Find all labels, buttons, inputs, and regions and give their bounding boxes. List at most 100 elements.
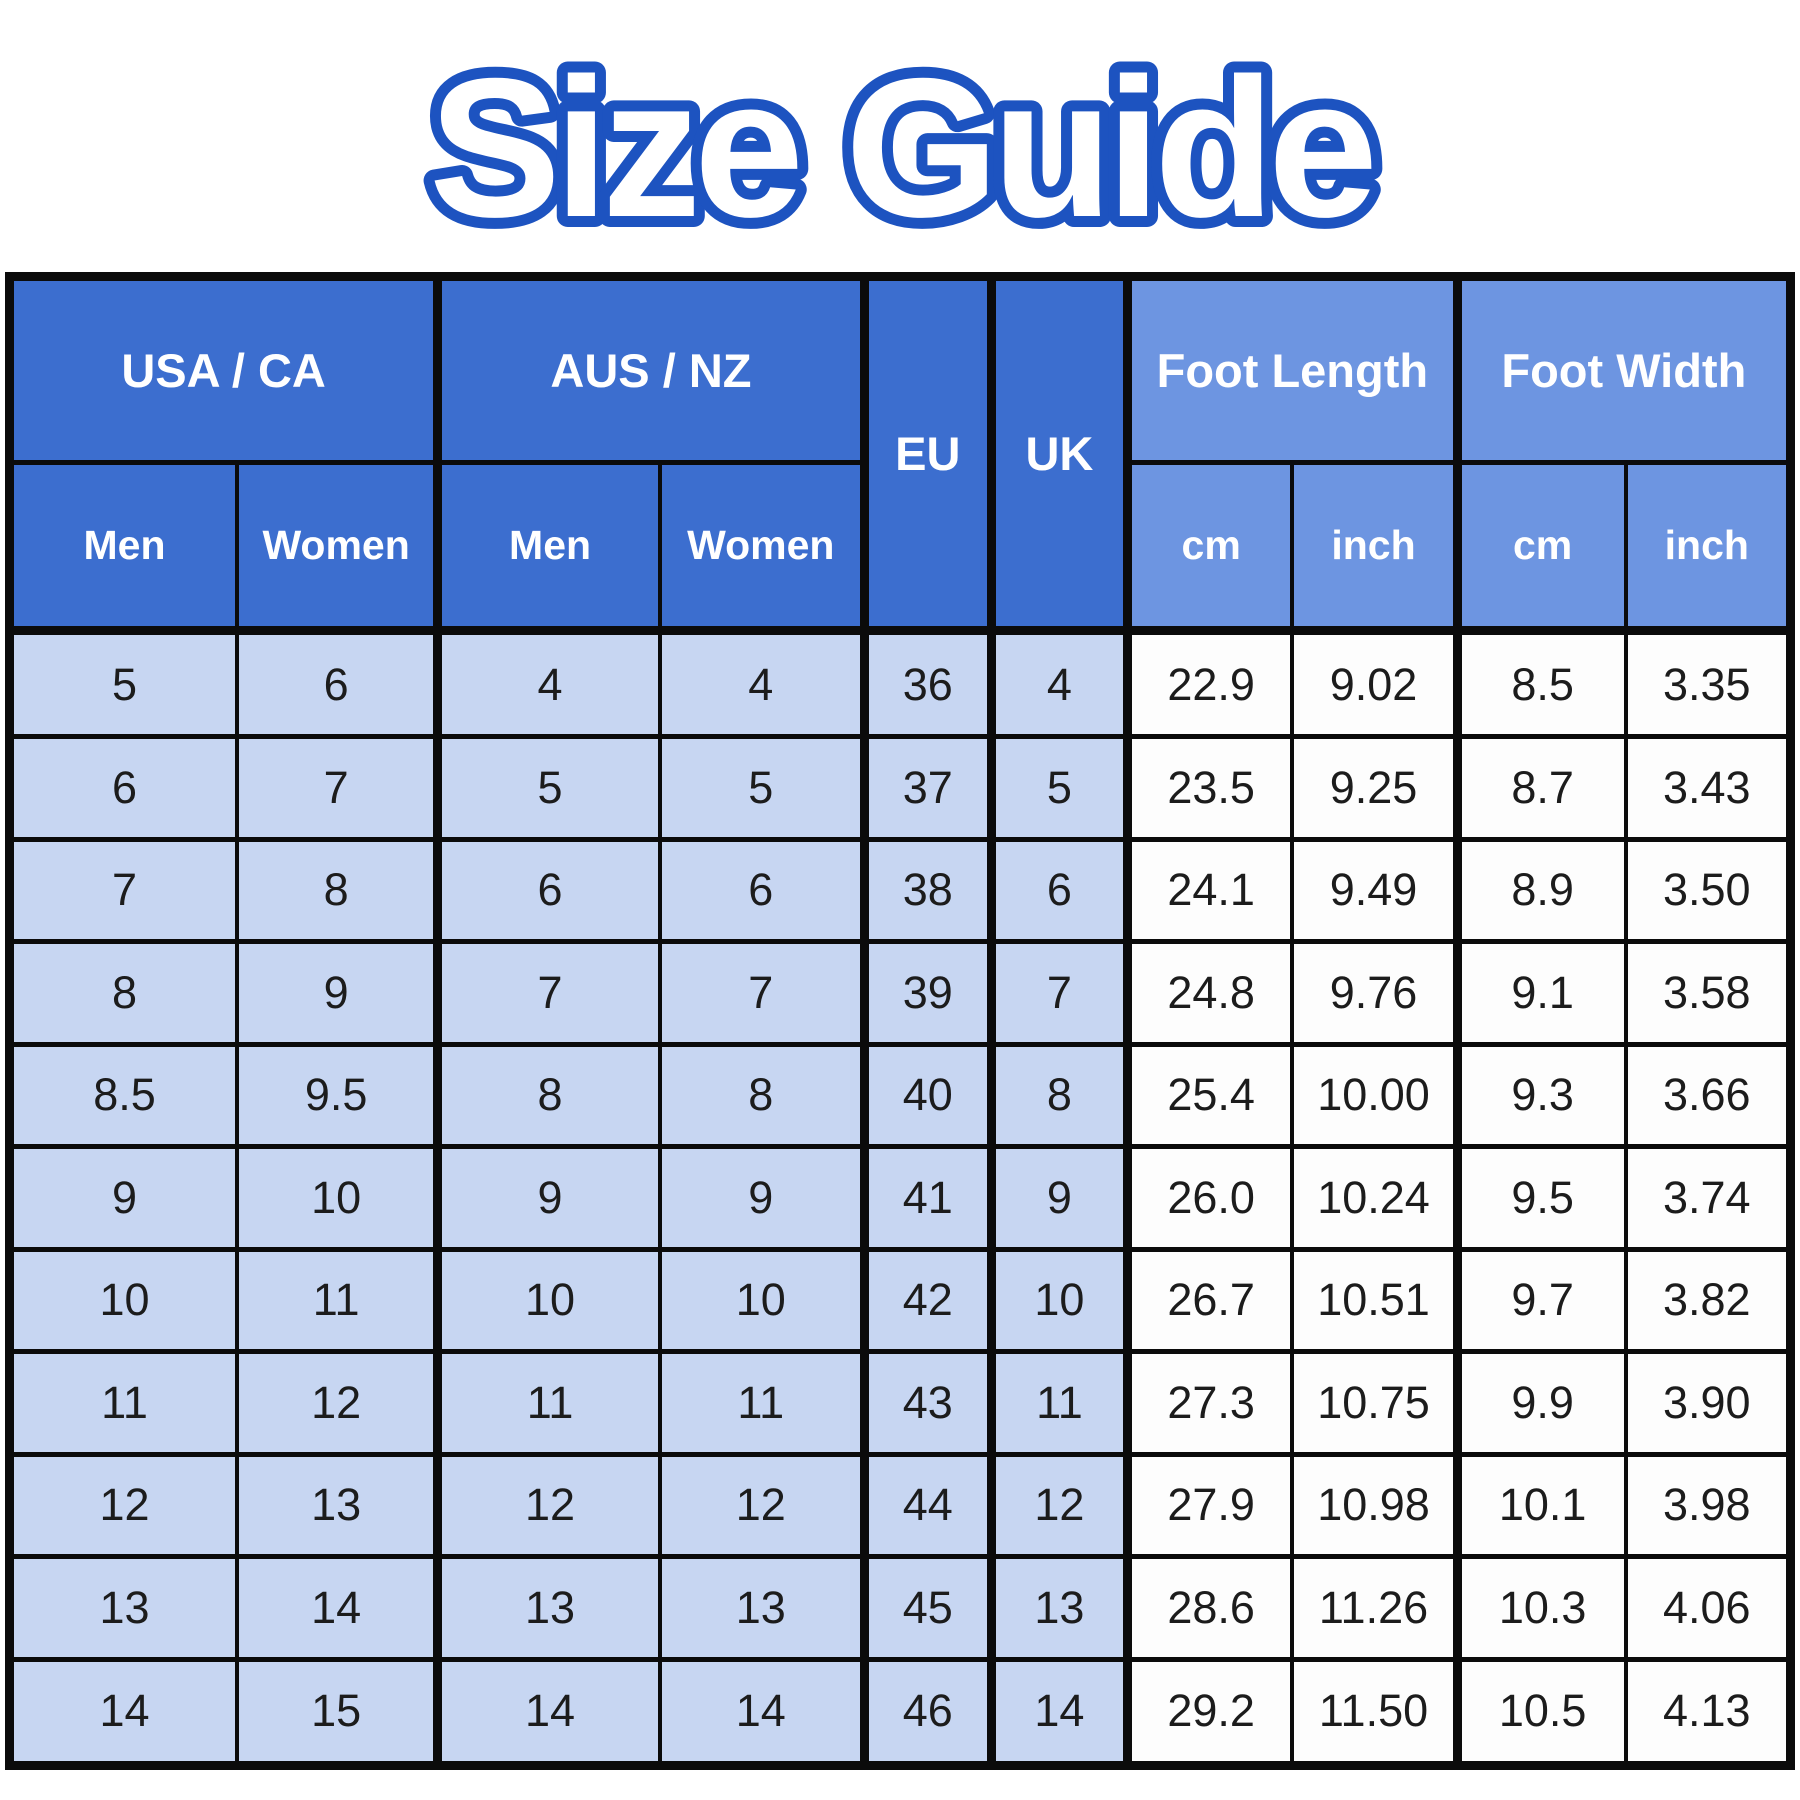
- size-cell: 13: [7, 1554, 240, 1662]
- header-eu: EU: [859, 274, 994, 633]
- size-cell: 10: [235, 1144, 440, 1252]
- size-cell: 4.13: [1623, 1656, 1793, 1769]
- header-sub-row: Men Women Men Women cm inch cm inch: [7, 460, 1793, 633]
- size-cell: 10.3: [1452, 1554, 1628, 1662]
- size-cell: 3.66: [1623, 1041, 1793, 1150]
- size-cell: 5: [986, 734, 1130, 842]
- header-length-cm: cm: [1123, 460, 1295, 633]
- size-cell: 4: [433, 625, 662, 740]
- size-cell: 9.3: [1452, 1041, 1628, 1150]
- size-cell: 8: [7, 939, 240, 1047]
- table-row: 7 8 6 6 38 6 24.1 9.49 8.9 3.50: [7, 836, 1793, 945]
- header-length-inch: inch: [1290, 460, 1460, 633]
- size-cell: 11.26: [1290, 1554, 1460, 1662]
- size-cell: 38: [859, 836, 994, 945]
- size-cell: 23.5: [1123, 734, 1295, 842]
- title-banner: Size Guide: [0, 0, 1800, 272]
- header-group-row: USA / CA AUS / NZ EU UK Foot Length Foot…: [7, 274, 1793, 633]
- size-cell: 3.50: [1623, 836, 1793, 945]
- size-cell: 10.5: [1452, 1656, 1628, 1769]
- size-cell: 9.9: [1452, 1349, 1628, 1457]
- size-cell: 13: [657, 1554, 867, 1662]
- size-cell: 9: [7, 1144, 240, 1252]
- size-cell: 13: [986, 1554, 1130, 1662]
- size-cell: 46: [859, 1656, 994, 1769]
- size-cell: 8.9: [1452, 836, 1628, 945]
- size-cell: 13: [433, 1554, 662, 1662]
- table-row: 13 14 13 13 45 13 28.6 11.26 10.3 4.06: [7, 1554, 1793, 1662]
- size-cell: 12: [235, 1349, 440, 1457]
- size-cell: 26.7: [1123, 1246, 1295, 1355]
- size-cell: 11: [7, 1349, 240, 1457]
- size-cell: 5: [433, 734, 662, 842]
- size-cell: 24.8: [1123, 939, 1295, 1047]
- size-cell: 11: [235, 1246, 440, 1355]
- size-cell: 42: [859, 1246, 994, 1355]
- table-row: 14 15 14 14 46 14 29.2 11.50 10.5 4.13: [7, 1656, 1793, 1769]
- size-cell: 13: [235, 1451, 440, 1560]
- size-cell: 9.5: [235, 1041, 440, 1150]
- size-cell: 10.1: [1452, 1451, 1628, 1560]
- size-cell: 9.49: [1290, 836, 1460, 945]
- size-cell: 3.43: [1623, 734, 1793, 842]
- size-cell: 24.1: [1123, 836, 1295, 945]
- size-cell: 10: [433, 1246, 662, 1355]
- size-cell: 14: [657, 1656, 867, 1769]
- size-cell: 7: [433, 939, 662, 1047]
- size-cell: 15: [235, 1656, 440, 1769]
- size-cell: 9.7: [1452, 1246, 1628, 1355]
- size-cell: 9.25: [1290, 734, 1460, 842]
- table-row: 8 9 7 7 39 7 24.8 9.76 9.1 3.58: [7, 939, 1793, 1047]
- size-cell: 12: [433, 1451, 662, 1560]
- size-cell: 10.51: [1290, 1246, 1460, 1355]
- size-cell: 39: [859, 939, 994, 1047]
- table-row: 5 6 4 4 36 4 22.9 9.02 8.5 3.35: [7, 625, 1793, 740]
- size-cell: 29.2: [1123, 1656, 1295, 1769]
- table-row: 10 11 10 10 42 10 26.7 10.51 9.7 3.82: [7, 1246, 1793, 1355]
- size-cell: 9: [235, 939, 440, 1047]
- size-cell: 10: [986, 1246, 1130, 1355]
- size-cell: 3.74: [1623, 1144, 1793, 1252]
- size-cell: 8: [986, 1041, 1130, 1150]
- size-cell: 9: [986, 1144, 1130, 1252]
- size-cell: 7: [986, 939, 1130, 1047]
- size-cell: 7: [7, 836, 240, 945]
- size-cell: 8: [433, 1041, 662, 1150]
- table-row: 9 10 9 9 41 9 26.0 10.24 9.5 3.74: [7, 1144, 1793, 1252]
- size-cell: 4.06: [1623, 1554, 1793, 1662]
- size-cell: 14: [986, 1656, 1130, 1769]
- size-cell: 10.98: [1290, 1451, 1460, 1560]
- size-cell: 27.3: [1123, 1349, 1295, 1457]
- size-cell: 11: [657, 1349, 867, 1457]
- size-cell: 11.50: [1290, 1656, 1460, 1769]
- size-cell: 6: [986, 836, 1130, 945]
- table-row: 11 12 11 11 43 11 27.3 10.75 9.9 3.90: [7, 1349, 1793, 1457]
- size-cell: 25.4: [1123, 1041, 1295, 1150]
- size-cell: 3.35: [1623, 625, 1793, 740]
- size-cell: 12: [7, 1451, 240, 1560]
- size-cell: 12: [657, 1451, 867, 1560]
- size-cell: 14: [7, 1656, 240, 1769]
- page-title: Size Guide: [429, 37, 1372, 258]
- header-aus-men: Men: [433, 460, 662, 633]
- size-cell: 10: [7, 1246, 240, 1355]
- table-row: 12 13 12 12 44 12 27.9 10.98 10.1 3.98: [7, 1451, 1793, 1560]
- header-usa-women: Women: [235, 460, 440, 633]
- size-cell: 8: [657, 1041, 867, 1150]
- size-cell: 8.7: [1452, 734, 1628, 842]
- size-cell: 6: [433, 836, 662, 945]
- size-cell: 41: [859, 1144, 994, 1252]
- size-guide-table: USA / CA AUS / NZ EU UK Foot Length Foot…: [5, 272, 1795, 1770]
- table-header: USA / CA AUS / NZ EU UK Foot Length Foot…: [7, 274, 1793, 633]
- size-cell: 44: [859, 1451, 994, 1560]
- size-cell: 5: [7, 625, 240, 740]
- size-cell: 3.58: [1623, 939, 1793, 1047]
- size-cell: 10.24: [1290, 1144, 1460, 1252]
- header-width-inch: inch: [1623, 460, 1793, 633]
- size-cell: 9: [657, 1144, 867, 1252]
- header-usa-men: Men: [7, 460, 240, 633]
- header-width-cm: cm: [1452, 460, 1628, 633]
- size-cell: 4: [657, 625, 867, 740]
- size-cell: 9.5: [1452, 1144, 1628, 1252]
- size-cell: 7: [657, 939, 867, 1047]
